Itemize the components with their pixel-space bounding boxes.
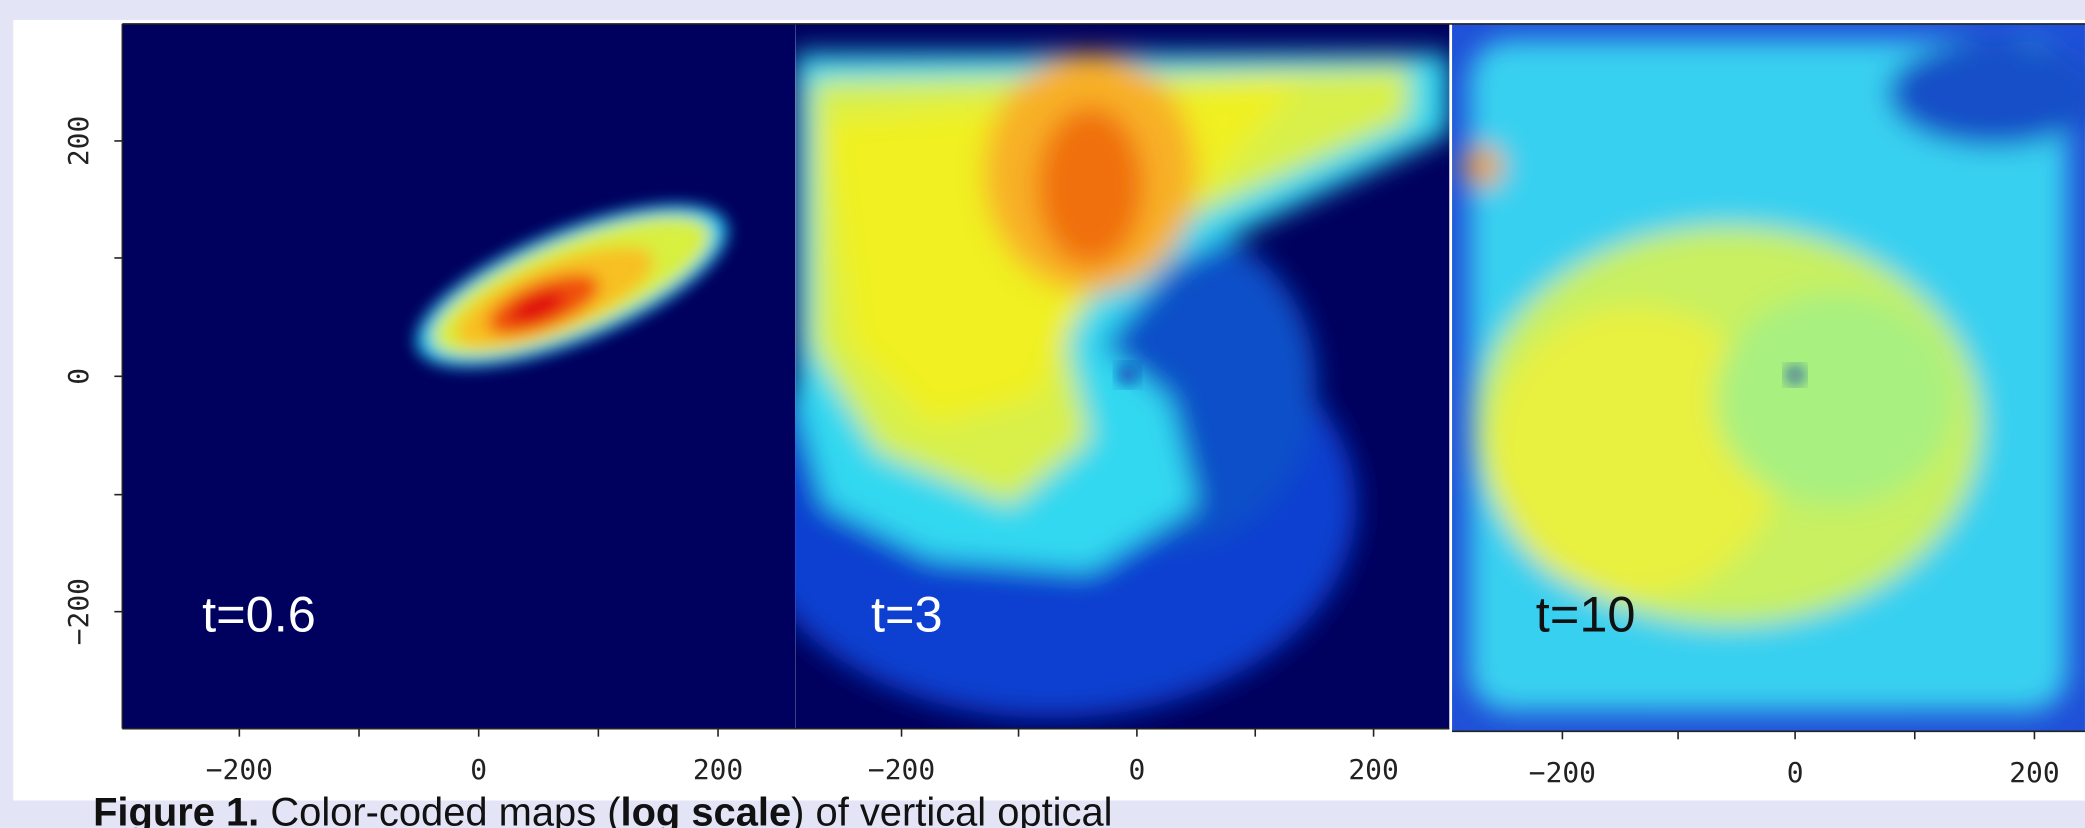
caption-figure: Figure 1. [93, 791, 259, 828]
x-tick-label: 200 [693, 753, 743, 786]
x-tick-label: 0 [1128, 753, 1145, 786]
caption-text: ) of vertical optical [791, 791, 1112, 828]
x-tick-label: 200 [2009, 756, 2059, 789]
caption-bold: log scale [621, 791, 792, 828]
axes [114, 23, 2085, 740]
map-panel-1 [122, 23, 796, 729]
panel-label: t=3 [871, 586, 943, 643]
figure: 200 0 −200 −200 0 200 −200 0 200 −200 0 … [13, 19, 2085, 828]
caption-text: Color-coded maps ( [259, 791, 621, 828]
x-tick-label: −200 [1529, 756, 1596, 789]
x-tick-label: 200 [1348, 753, 1398, 786]
y-tick-label: 200 [62, 116, 95, 166]
map-panel-3 [1452, 23, 2085, 732]
y-tick-label: −200 [62, 578, 95, 645]
x-tick-label: 0 [470, 753, 487, 786]
y-tick-label: 0 [62, 368, 95, 385]
map-panel-2 [795, 23, 1450, 729]
panel-label: t=0.6 [202, 586, 316, 643]
x-tick-label: −200 [868, 753, 935, 786]
panel-label: t=10 [1536, 586, 1636, 643]
caption: Figure 1. Color-coded maps (log scale) o… [93, 791, 1112, 828]
x-tick-label: 0 [1787, 756, 1804, 789]
x-tick-label: −200 [206, 753, 273, 786]
